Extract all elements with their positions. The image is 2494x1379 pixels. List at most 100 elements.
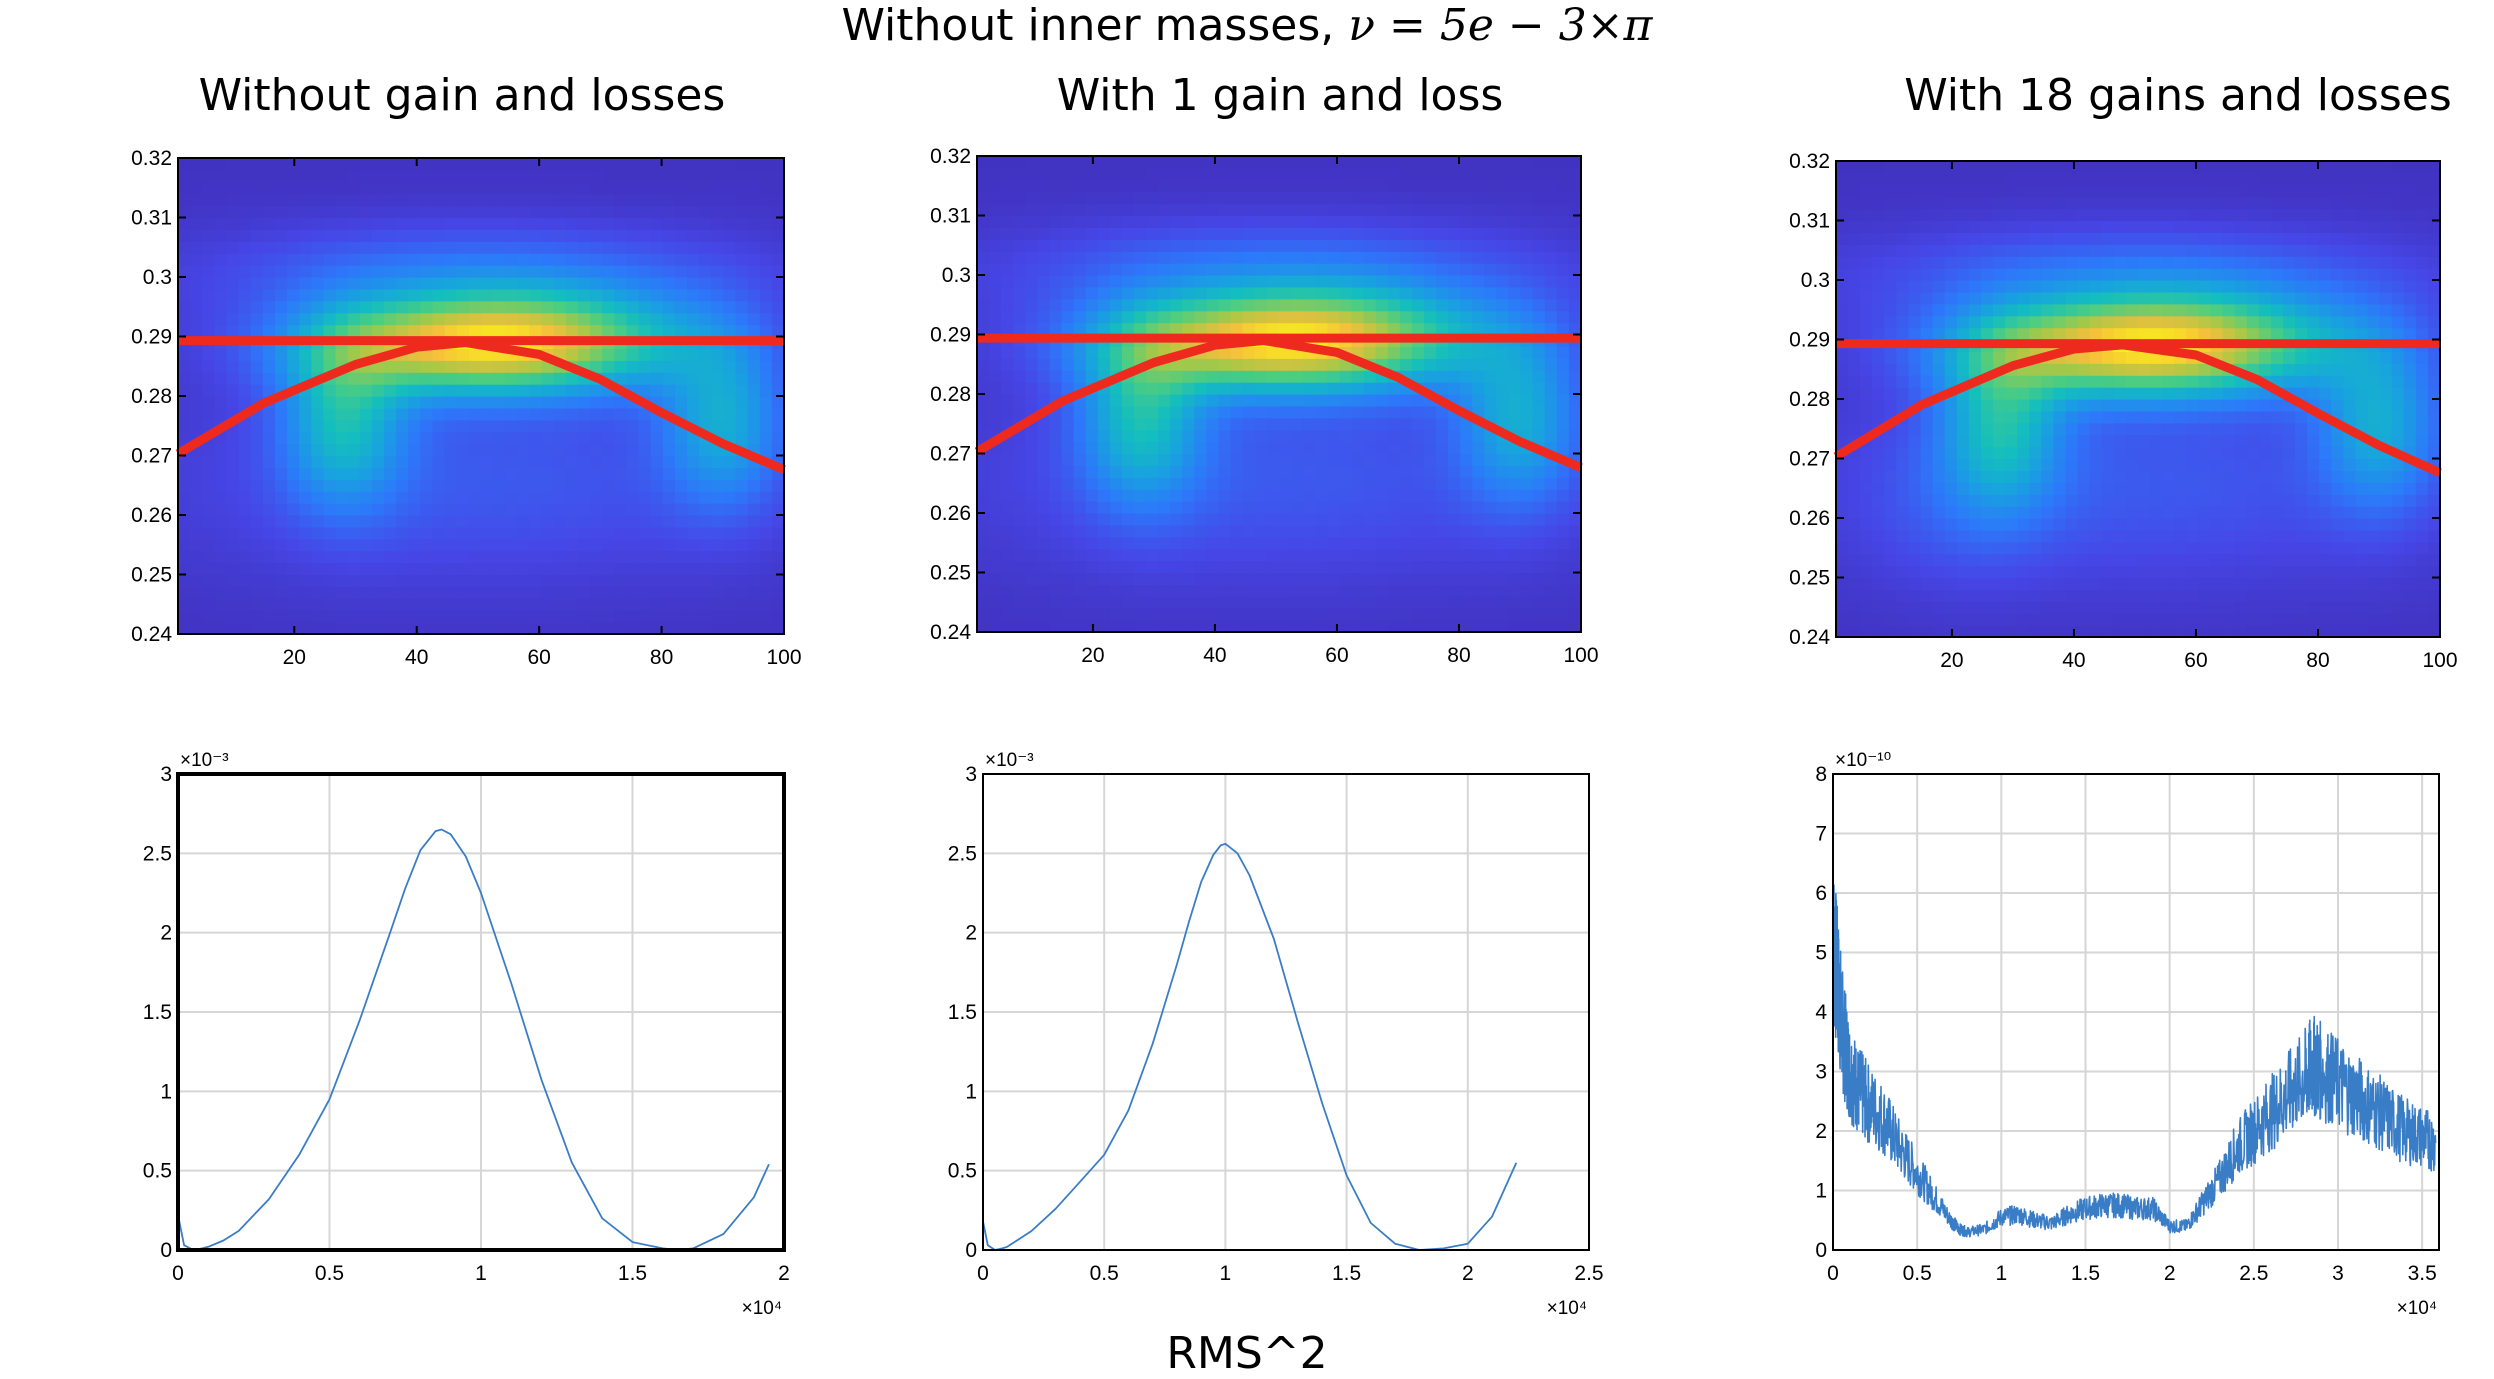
y-tick-label: 0: [160, 1239, 172, 1262]
y-tick-label: 0: [1815, 1239, 1827, 1262]
y-tick-label: 0.3: [143, 266, 172, 289]
y-tick-label: 0.28: [930, 383, 971, 406]
x-tick-label: 20: [283, 646, 306, 669]
y-tick-label: 0.29: [131, 326, 172, 349]
y-tick-label: 1: [160, 1080, 172, 1103]
x-exponent-label: ×10⁴: [742, 1298, 782, 1319]
x-tick-label: 0.5: [1903, 1262, 1932, 1285]
y-tick-label: 3: [160, 763, 172, 786]
data-series: [983, 844, 1516, 1250]
y-tick-label: 0.27: [930, 443, 971, 466]
y-tick-label: 0.25: [930, 562, 971, 585]
x-tick-label: 20: [1081, 644, 1104, 667]
y-tick-label: 2.5: [143, 842, 172, 865]
x-tick-label: 3: [2332, 1262, 2344, 1285]
y-tick-label: 0.5: [948, 1160, 977, 1183]
y-tick-label: 0.3: [1801, 269, 1830, 292]
x-tick-label: 1.5: [1332, 1262, 1361, 1285]
x-tick-label: 2.5: [2239, 1262, 2268, 1285]
y-tick-label: 4: [1815, 1001, 1827, 1024]
y-tick-label: 1: [1815, 1180, 1827, 1203]
y-tick-label: 0.28: [1789, 388, 1830, 411]
y-tick-label: 0.24: [131, 623, 172, 646]
line-panel-3: 0 0.5 1 1.5 2 2.5 3 3.5 0 1 2 3 4 5 6 7 8 ×10⁻¹⁰ ×10⁴: [1815, 750, 2439, 1319]
x-tick-label: 100: [766, 646, 801, 669]
x-tick-label: 2: [778, 1262, 790, 1285]
x-tick-label: 1: [1995, 1262, 2007, 1285]
x-tick-label: 40: [1203, 644, 1226, 667]
data-series: [178, 830, 769, 1251]
y-tick-label: 0.25: [131, 564, 172, 587]
y-tick-label: 0.31: [1789, 210, 1830, 233]
line-panel-2: 0 0.5 1 1.5 2 2.5 0 0.5 1 1.5 2 2.5 3 ×10⁻³ ×10⁴: [948, 750, 1604, 1319]
y-tick-label: 1.5: [948, 1001, 977, 1024]
y-tick-label: 2: [160, 922, 172, 945]
x-tick-label: 60: [1325, 644, 1348, 667]
x-tick-label: 40: [2062, 649, 2085, 672]
y-tick-label: 0.27: [1789, 448, 1830, 471]
x-tick-label: 100: [1563, 644, 1598, 667]
x-tick-label: 1.5: [618, 1262, 647, 1285]
y-tick-label: 0: [965, 1239, 977, 1262]
y-tick-label: 0.32: [131, 147, 172, 170]
y-tick-label: 7: [1815, 823, 1827, 846]
y-tick-label: 0.32: [930, 145, 971, 168]
y-tick-label: 0.24: [1789, 626, 1830, 649]
x-tick-label: 80: [650, 646, 673, 669]
y-exponent-label: ×10⁻³: [985, 750, 1034, 771]
y-tick-label: 2: [1815, 1120, 1827, 1143]
x-tick-label: 2: [1462, 1262, 1474, 1285]
footer-label: RMS^2: [0, 1328, 2494, 1379]
x-exponent-label: ×10⁴: [2397, 1298, 2437, 1319]
y-tick-label: 0.31: [131, 207, 172, 230]
y-tick-label: 0.31: [930, 205, 971, 228]
x-tick-label: 100: [2422, 649, 2457, 672]
y-tick-label: 1.5: [143, 1001, 172, 1024]
heatmap-panel-2: 0.24 0.25 0.26 0.27 0.28 0.29 0.3 0.31 0.32 20 40 6…: [930, 145, 1598, 667]
x-tick-label: 0: [1827, 1262, 1839, 1285]
y-tick-label: 2.5: [948, 842, 977, 865]
x-tick-label: 2.5: [1574, 1262, 1603, 1285]
x-tick-label: 3.5: [2408, 1262, 2437, 1285]
x-tick-label: 40: [405, 646, 428, 669]
y-tick-label: 5: [1815, 942, 1827, 965]
x-tick-label: 0.5: [1090, 1262, 1119, 1285]
y-tick-label: 8: [1815, 763, 1827, 786]
x-tick-label: 20: [1940, 649, 1963, 672]
y-exponent-label: ×10⁻¹⁰: [1835, 750, 1891, 771]
y-tick-label: 1: [965, 1080, 977, 1103]
y-tick-label: 0.26: [131, 504, 172, 527]
y-tick-label: 3: [1815, 1061, 1827, 1084]
y-tick-label: 0.24: [930, 621, 971, 644]
x-tick-label: 1.5: [2071, 1262, 2100, 1285]
x-tick-label: 1: [475, 1262, 487, 1285]
data-series: [1833, 885, 2436, 1237]
y-tick-label: 0.26: [1789, 507, 1830, 530]
line-panel-1: 0 0.5 1 1.5 2 0 0.5 1 1.5 2 2.5 3 ×10⁻³ ×10⁴: [143, 750, 790, 1319]
x-tick-label: 80: [2306, 649, 2329, 672]
y-tick-label: 0.26: [930, 502, 971, 525]
x-exponent-label: ×10⁴: [1547, 1298, 1587, 1319]
y-tick-label: 6: [1815, 882, 1827, 905]
x-tick-label: 0: [977, 1262, 989, 1285]
y-tick-label: 0.5: [143, 1160, 172, 1183]
x-tick-label: 60: [2184, 649, 2207, 672]
y-tick-label: 2: [965, 922, 977, 945]
x-tick-label: 1: [1220, 1262, 1232, 1285]
x-tick-label: 0: [172, 1262, 184, 1285]
x-tick-label: 2: [2164, 1262, 2176, 1285]
y-tick-label: 3: [965, 763, 977, 786]
x-tick-label: 80: [1447, 644, 1470, 667]
heatmap-panel-3: 0.24 0.25 0.26 0.27 0.28 0.29 0.3 0.31 0.32 20 40 6…: [1789, 150, 2457, 672]
y-tick-label: 0.29: [1789, 329, 1830, 352]
y-tick-label: 0.3: [942, 264, 971, 287]
x-tick-label: 60: [527, 646, 550, 669]
y-tick-label: 0.32: [1789, 150, 1830, 173]
y-tick-label: 0.25: [1789, 567, 1830, 590]
y-tick-label: 0.29: [930, 324, 971, 347]
y-exponent-label: ×10⁻³: [180, 750, 229, 771]
x-tick-label: 0.5: [315, 1262, 344, 1285]
y-tick-label: 0.27: [131, 445, 172, 468]
